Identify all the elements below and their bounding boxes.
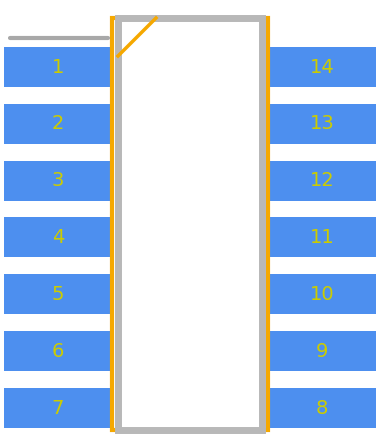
- Bar: [4, 331, 112, 371]
- Text: 13: 13: [310, 115, 335, 133]
- Bar: [4, 274, 112, 314]
- Bar: [112, 18, 268, 430]
- Text: 8: 8: [316, 399, 328, 417]
- Text: 1: 1: [52, 58, 64, 76]
- Text: 14: 14: [310, 58, 335, 76]
- Bar: [268, 104, 376, 144]
- Bar: [4, 47, 112, 87]
- Text: 6: 6: [52, 342, 64, 361]
- Bar: [268, 47, 376, 87]
- Bar: [4, 218, 112, 258]
- Bar: [4, 104, 112, 144]
- Text: 9: 9: [316, 342, 328, 361]
- Text: 5: 5: [52, 285, 64, 304]
- Bar: [268, 274, 376, 314]
- Bar: [268, 331, 376, 371]
- Bar: [4, 161, 112, 201]
- Bar: [268, 388, 376, 428]
- Text: 10: 10: [310, 285, 334, 304]
- Bar: [268, 161, 376, 201]
- Text: 2: 2: [52, 115, 64, 133]
- Bar: [4, 388, 112, 428]
- Text: 7: 7: [52, 399, 64, 417]
- Bar: [268, 218, 376, 258]
- Bar: [118, 18, 262, 430]
- Text: 3: 3: [52, 171, 64, 190]
- Text: 12: 12: [310, 171, 335, 190]
- Text: 11: 11: [310, 228, 335, 247]
- Text: 4: 4: [52, 228, 64, 247]
